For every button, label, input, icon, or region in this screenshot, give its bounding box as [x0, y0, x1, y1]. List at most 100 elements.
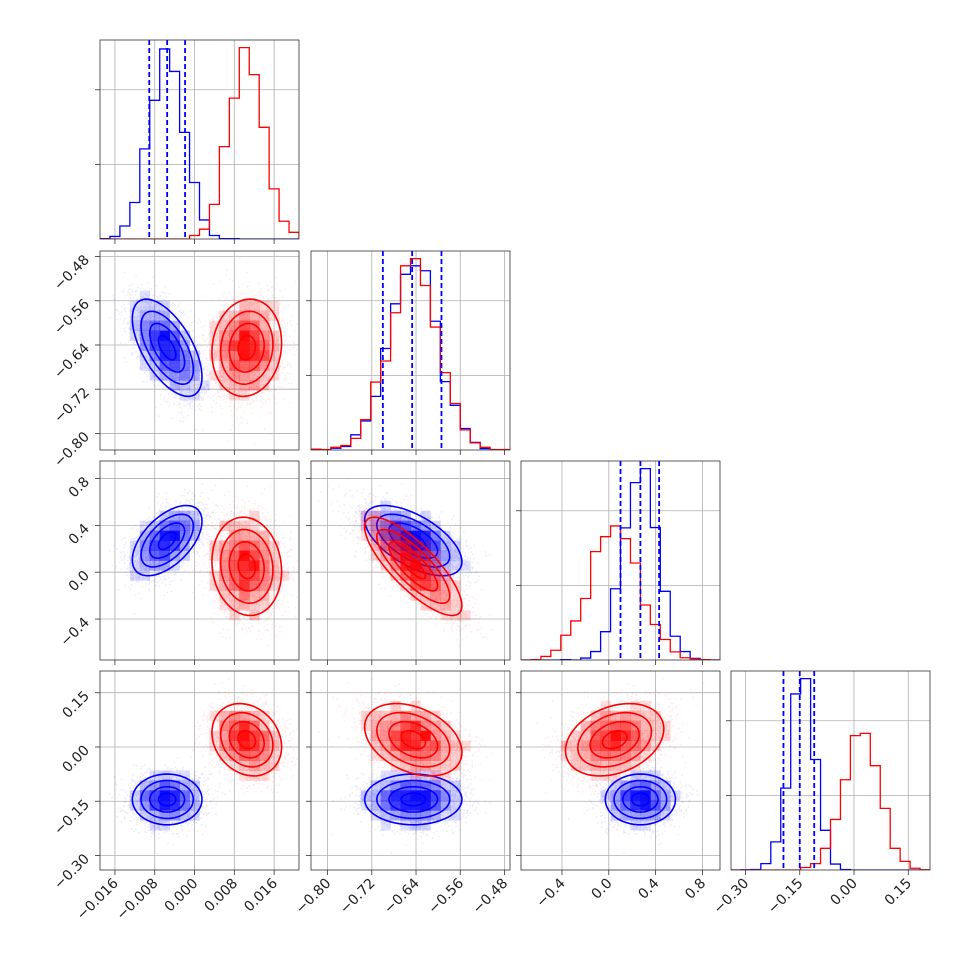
density-cell: [380, 810, 391, 821]
density-cell: [400, 770, 411, 781]
contour-line: [149, 322, 186, 373]
contour-line: [211, 298, 283, 398]
contour-line: [375, 779, 451, 820]
density-cell: [400, 750, 411, 761]
density-cell: [400, 580, 411, 591]
y-tick-label: −0.15: [51, 797, 93, 839]
density-cell: [229, 540, 240, 551]
density-cell: [219, 740, 230, 751]
density-cell: [430, 810, 441, 821]
density-cell: [189, 780, 200, 791]
contour-line: [589, 720, 641, 759]
density-cell: [269, 300, 280, 311]
contour-line: [140, 513, 195, 568]
density-cell: [410, 720, 421, 731]
density-cell: [370, 510, 381, 521]
density-cell: [600, 740, 611, 751]
density-cell: [390, 550, 401, 561]
density-cell: [650, 780, 661, 791]
density-cell: [610, 740, 621, 751]
density-cell: [410, 550, 421, 561]
contour-line: [157, 792, 177, 807]
density-cell: [219, 370, 230, 381]
density-cell: [620, 760, 631, 771]
density-cell: [179, 540, 190, 551]
density-cell: [430, 740, 441, 751]
contour-line: [219, 528, 274, 605]
contour-line: [157, 334, 177, 361]
contour-line: [131, 298, 203, 398]
x-tick-label: 0.00: [827, 876, 860, 909]
density-cell: [189, 370, 200, 381]
density-cell: [259, 580, 270, 591]
density-cell: [380, 560, 391, 571]
density-cell: [580, 750, 591, 761]
x-tick-label: −0.72: [337, 876, 379, 918]
density-cell: [179, 790, 190, 801]
density-cell: [380, 730, 391, 741]
density-cell: [640, 800, 651, 811]
panel-3-3: −0.30 −0.15 0.00 0.15: [711, 670, 931, 917]
density-cell: [410, 710, 421, 722]
density-cell: [390, 520, 401, 531]
density-cell: [440, 600, 451, 611]
density-cell: [370, 520, 381, 531]
density-cell: [370, 530, 381, 541]
density-cell: [650, 740, 661, 751]
density-cell: [219, 580, 230, 591]
contour-line: [131, 504, 203, 577]
density-cell: [400, 720, 411, 731]
contour-line: [375, 513, 451, 568]
density-cell: [390, 800, 401, 811]
density-cell: [630, 770, 641, 781]
contour-line: [237, 334, 257, 361]
density-cell: [149, 350, 160, 361]
density-cell: [420, 810, 431, 821]
density-cell: [209, 320, 220, 331]
histogram-series-1: [521, 525, 720, 660]
density-cell: [610, 710, 621, 722]
density-cell: [269, 560, 280, 571]
density-cell: [239, 600, 250, 611]
density-cell: [430, 730, 441, 741]
density-cell: [450, 750, 461, 761]
density-cell: [259, 540, 270, 551]
density-cell: [640, 790, 651, 801]
density-cell: [400, 780, 411, 791]
density-cell: [410, 580, 421, 591]
density-cell: [650, 720, 661, 731]
density-cell: [380, 520, 391, 531]
density-cell: [139, 300, 151, 311]
density-cell: [239, 740, 250, 751]
density-cell: [360, 720, 371, 731]
density-cell: [590, 720, 601, 731]
density-cell: [169, 350, 180, 361]
density-cell: [129, 320, 141, 331]
density-cell: [229, 570, 240, 581]
density-cell: [179, 810, 190, 821]
density-cell: [380, 780, 391, 791]
density-cell: [139, 560, 151, 571]
density-cell: [610, 750, 621, 761]
contour-line: [388, 541, 439, 592]
contour-line: [621, 786, 659, 813]
density-cell: [590, 740, 601, 751]
density-cell: [239, 770, 250, 781]
density-cell: [380, 530, 391, 541]
x-tick-label: 0.016: [241, 875, 281, 915]
density-cell: [219, 340, 230, 351]
density-cell: [630, 810, 641, 821]
density-cell: [440, 750, 451, 761]
panel-frame: [99, 250, 300, 451]
density-cell: [400, 810, 411, 821]
density-cell: [440, 720, 451, 731]
density-cell: [430, 590, 441, 601]
contour-line: [219, 310, 274, 386]
contour-line: [564, 702, 665, 777]
density-cell: [149, 360, 160, 371]
density-cell: [259, 770, 270, 781]
density-cell: [169, 530, 180, 541]
density-cell: [390, 520, 401, 531]
density-cell: [360, 520, 371, 531]
